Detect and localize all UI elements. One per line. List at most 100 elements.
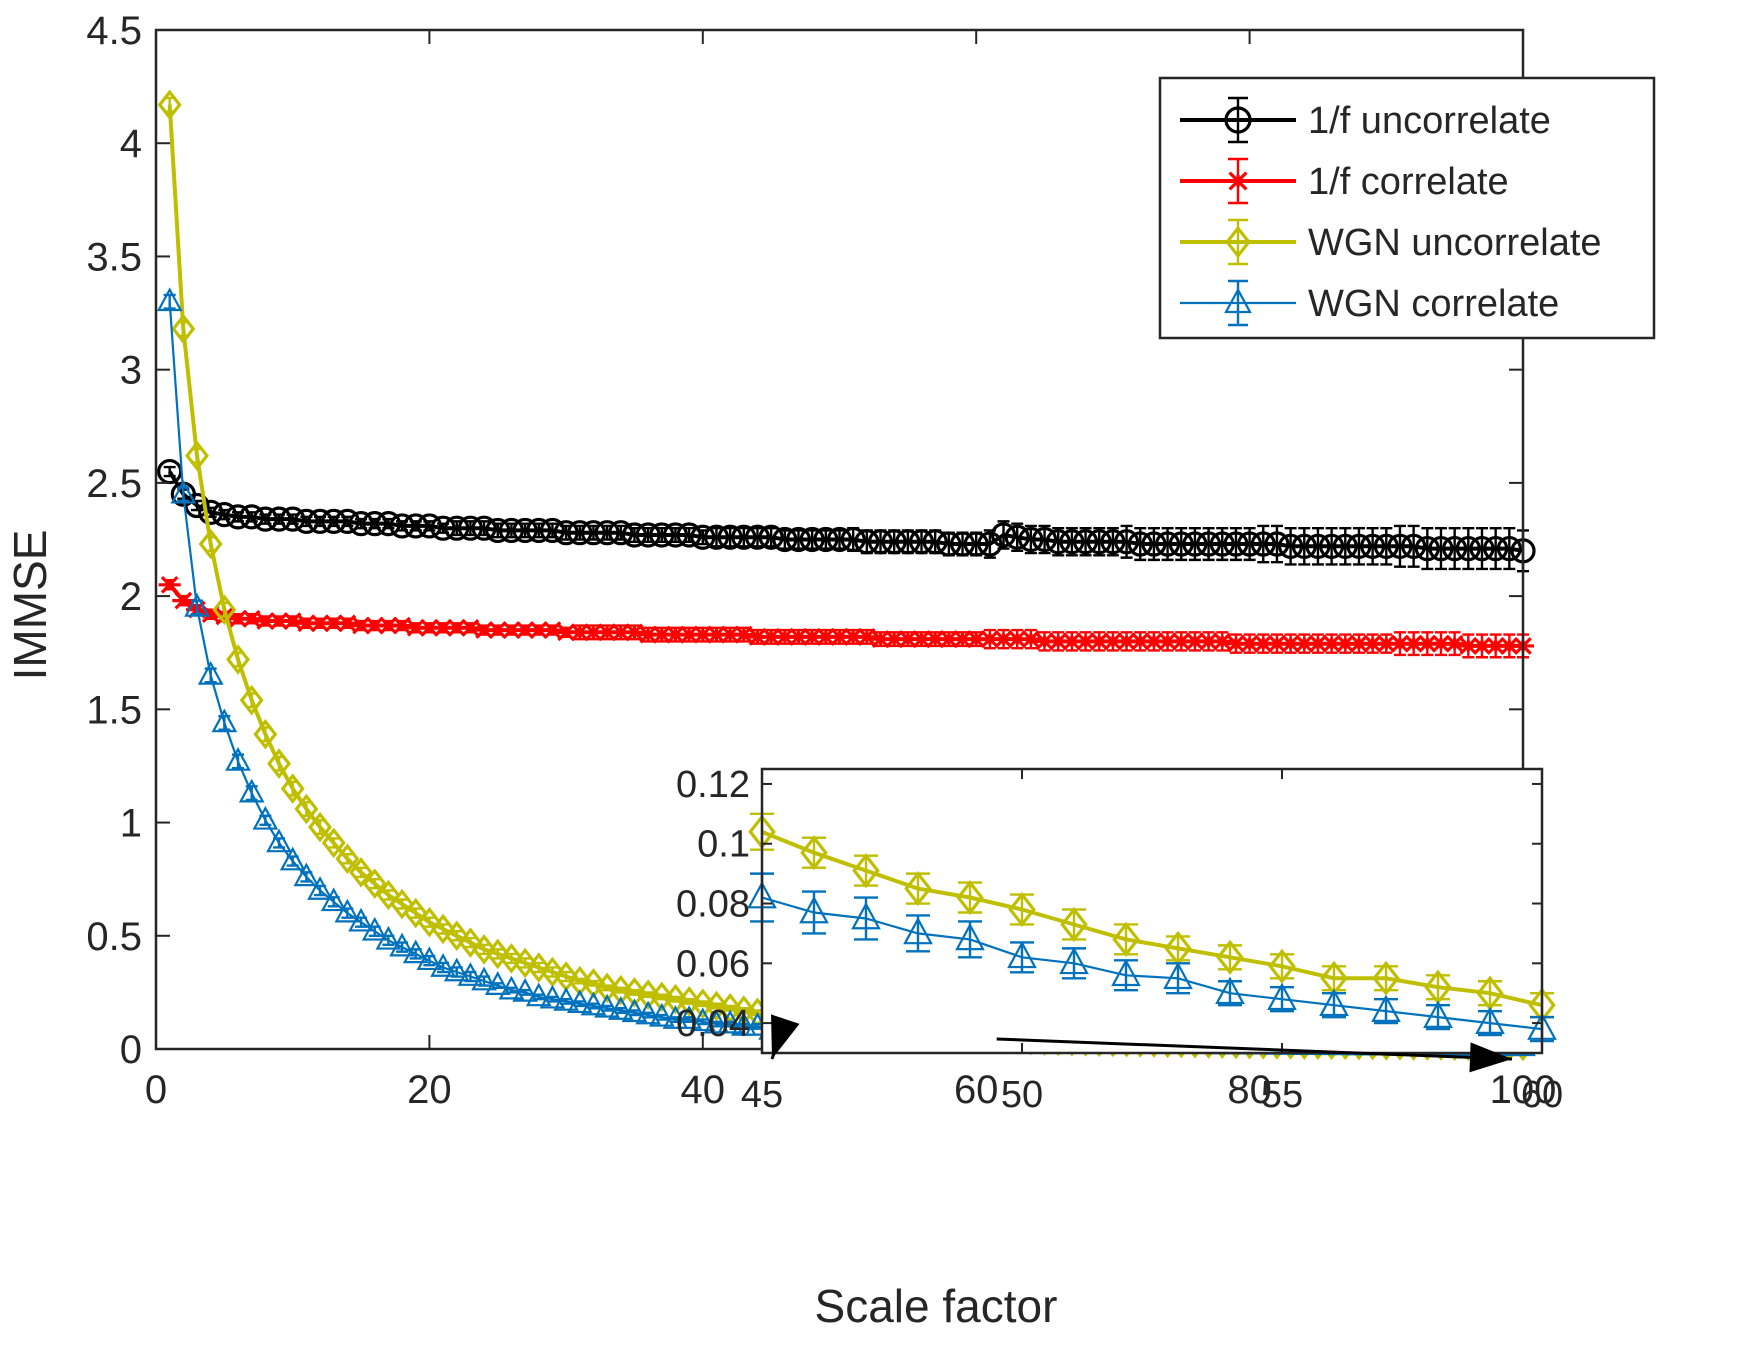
data-point xyxy=(403,513,429,539)
y-tick-label: 4 xyxy=(120,122,142,166)
data-point xyxy=(1045,529,1071,555)
inset-error-bar xyxy=(1374,997,1398,1025)
data-point xyxy=(390,888,414,920)
data-point xyxy=(484,971,511,995)
data-point xyxy=(1305,533,1331,559)
data-point xyxy=(500,621,523,639)
data-point xyxy=(758,524,784,550)
inset-series-line xyxy=(761,829,1543,1008)
data-point xyxy=(1072,529,1099,555)
data-point xyxy=(432,618,455,637)
data-point xyxy=(840,526,866,553)
legend-marker xyxy=(1224,106,1252,134)
legend-marker xyxy=(1224,287,1252,314)
data-point xyxy=(1496,535,1522,562)
data-point xyxy=(1306,634,1329,653)
inset-data-point xyxy=(1163,961,1193,990)
data-point xyxy=(334,508,360,534)
inset-error-bar xyxy=(1218,980,1242,1007)
data-point xyxy=(254,612,277,630)
data-point xyxy=(1060,632,1083,651)
data-point xyxy=(676,522,702,548)
inset-x-tick-label: 60 xyxy=(1521,1074,1563,1116)
data-point xyxy=(1088,632,1111,651)
data-point xyxy=(443,957,470,982)
data-point xyxy=(1470,637,1493,655)
zoom-arrow-right xyxy=(996,1037,1513,1061)
data-point xyxy=(908,529,935,555)
data-point xyxy=(1238,634,1261,653)
data-point xyxy=(198,499,224,525)
inset-data-point xyxy=(1215,976,1245,1005)
data-point xyxy=(1018,526,1044,553)
data-point xyxy=(881,529,907,555)
data-point xyxy=(444,920,469,952)
legend-label: WGN uncorrelate xyxy=(1308,222,1602,264)
x-tick-label: 0 xyxy=(145,1068,167,1112)
zoom-arrow-right-head xyxy=(1469,1042,1512,1073)
inset-data-point xyxy=(1372,960,1400,996)
data-point xyxy=(744,524,771,550)
data-point xyxy=(773,628,796,646)
legend-item: 1/f uncorrelate xyxy=(1180,96,1551,144)
data-point xyxy=(321,827,346,859)
y-axis-title: IMMSE xyxy=(4,530,56,681)
data-point xyxy=(1156,632,1179,651)
data-point xyxy=(512,977,538,1002)
data-point xyxy=(1416,634,1439,653)
data-point xyxy=(321,508,347,534)
error-bar xyxy=(1024,524,1037,555)
data-point xyxy=(1115,632,1138,651)
data-point xyxy=(677,986,702,1017)
inset-error-bar xyxy=(958,920,982,959)
error-bar xyxy=(601,1004,614,1012)
data-point xyxy=(580,991,607,1016)
x-axis-title: Scale factor xyxy=(815,1280,1058,1332)
inset-y-tick-label: 0.08 xyxy=(676,884,750,926)
data-point xyxy=(498,975,525,1000)
data-point xyxy=(1279,634,1302,653)
inset-x-tick-label: 55 xyxy=(1261,1074,1303,1116)
data-point xyxy=(514,621,537,639)
error-bar xyxy=(1052,526,1065,557)
data-point xyxy=(473,621,496,639)
error-bar xyxy=(1462,526,1475,571)
data-point xyxy=(238,778,265,803)
error-bar xyxy=(1434,526,1447,571)
data-point xyxy=(937,630,960,648)
data-point xyxy=(609,623,632,642)
data-point xyxy=(1265,634,1288,653)
error-bar xyxy=(1093,526,1106,557)
legend: 1/f uncorrelate 1/f correlate WGN uncorrel… xyxy=(1158,76,1656,340)
data-point xyxy=(1442,535,1468,562)
inset-series-triangle xyxy=(747,872,1557,1043)
data-point xyxy=(582,623,605,642)
data-point xyxy=(1141,531,1167,557)
data-point xyxy=(1113,529,1140,555)
data-point xyxy=(1375,634,1398,653)
inset-y-tick-label: 0.12 xyxy=(676,764,750,806)
data-point xyxy=(924,630,947,648)
error-bar xyxy=(505,986,518,994)
data-point xyxy=(252,805,279,830)
data-point xyxy=(1197,632,1220,651)
data-point xyxy=(730,1011,757,1036)
data-point xyxy=(307,508,333,534)
y-tick-label: 1 xyxy=(120,802,142,846)
data-point xyxy=(512,517,538,544)
data-point xyxy=(199,605,222,624)
data-point xyxy=(526,517,552,544)
error-bar xyxy=(737,1022,750,1030)
data-point xyxy=(922,529,948,555)
inset-data-point xyxy=(1475,1006,1505,1034)
data-point xyxy=(198,528,223,560)
data-point xyxy=(280,773,305,804)
error-bar xyxy=(1407,524,1420,568)
error-bar xyxy=(1489,526,1502,571)
data-point xyxy=(267,748,291,779)
data-point xyxy=(553,520,579,546)
data-point xyxy=(1293,634,1316,653)
inset-data-point xyxy=(1059,946,1089,975)
data-point xyxy=(607,996,634,1020)
data-point xyxy=(1195,531,1222,557)
